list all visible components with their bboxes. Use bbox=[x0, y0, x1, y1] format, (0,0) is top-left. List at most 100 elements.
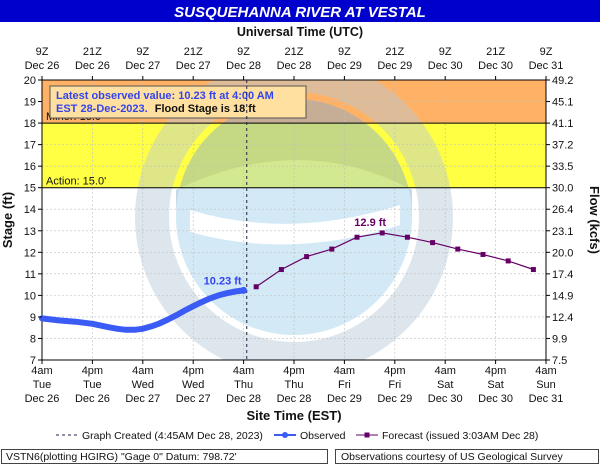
left-tick-label: 14 bbox=[24, 204, 36, 216]
bottom-tick-date: Dec 27 bbox=[176, 393, 211, 405]
left-tick-label: 17 bbox=[24, 140, 36, 152]
left-axis: 7 8 9 10 11 12 13 14 15 16 17 18 19 20 bbox=[24, 75, 42, 367]
top-tick-label: 9Z bbox=[540, 46, 553, 58]
bottom-tick-day: Thu bbox=[285, 379, 304, 391]
bottom-tick-day: Thu bbox=[234, 379, 253, 391]
top-tick-date: Dec 31 bbox=[529, 60, 564, 72]
bottom-tick-date: Dec 29 bbox=[327, 393, 362, 405]
forecast-point bbox=[530, 267, 536, 273]
right-tick-label: 49.2 bbox=[552, 75, 573, 87]
right-axis: 7.5 9.9 12.4 14.9 17.4 20.0 23.1 26.4 30.0 33.5 37… bbox=[546, 75, 573, 367]
bottom-tick-date: Dec 28 bbox=[226, 393, 261, 405]
top-tick-label: 9Z bbox=[338, 46, 351, 58]
top-axis-title: Universal Time (UTC) bbox=[237, 25, 363, 39]
right-tick-label: 37.2 bbox=[552, 140, 573, 152]
y-axis-label-left: Stage (ft) bbox=[0, 192, 15, 248]
bottom-tick-label: 4am bbox=[233, 365, 254, 377]
right-tick-label: 30.0 bbox=[552, 183, 573, 195]
bottom-tick-label: 4am bbox=[31, 365, 52, 377]
footer-right-box bbox=[335, 449, 599, 464]
top-tick-label: 9Z bbox=[36, 46, 49, 58]
series-layer bbox=[39, 230, 536, 333]
latest-value-date: EST 28-Dec-2023. bbox=[56, 103, 148, 115]
right-tick-label: 41.1 bbox=[552, 118, 573, 130]
bottom-tick-label: 4pm bbox=[283, 365, 304, 377]
bottom-tick-day: Wed bbox=[182, 379, 204, 391]
left-tick-label: 8 bbox=[30, 333, 36, 345]
left-tick-label: 7 bbox=[30, 355, 36, 367]
forecast-point bbox=[430, 240, 436, 246]
left-tick-label: 10 bbox=[24, 290, 36, 302]
observed-line bbox=[39, 287, 247, 333]
bottom-tick-label: 4pm bbox=[82, 365, 103, 377]
top-tick-label: 9Z bbox=[237, 46, 250, 58]
top-tick-label: 9Z bbox=[136, 46, 149, 58]
right-tick-label: 12.4 bbox=[552, 312, 573, 324]
top-tick-date: Dec 26 bbox=[25, 60, 60, 72]
latest-value-line1: Latest observed value: 10.23 ft at 4:00 … bbox=[56, 90, 274, 102]
right-tick-label: 14.9 bbox=[552, 290, 573, 302]
top-tick-date: Dec 28 bbox=[277, 60, 312, 72]
right-tick-label: 20.0 bbox=[552, 247, 573, 259]
top-tick-date: Dec 29 bbox=[377, 60, 412, 72]
bottom-tick-date: Dec 30 bbox=[428, 393, 463, 405]
forecast-point bbox=[304, 254, 310, 260]
top-tick-date: Dec 27 bbox=[176, 60, 211, 72]
bottom-tick-label: 4pm bbox=[182, 365, 203, 377]
threshold-label-action: Action: 15.0' bbox=[46, 176, 106, 188]
left-tick-label: 16 bbox=[24, 161, 36, 173]
x-axis-label: Site Time (EST) bbox=[246, 408, 341, 423]
bottom-tick-day: Tue bbox=[33, 379, 52, 391]
flood-stage-text: Flood Stage is 18 ft bbox=[155, 103, 256, 115]
observed-last-point bbox=[240, 286, 248, 294]
legend: Graph Created (4:45AM Dec 28, 2023) Obse… bbox=[56, 430, 538, 442]
forecast-line bbox=[255, 232, 534, 288]
bottom-tick-day: Sun bbox=[536, 379, 556, 391]
top-tick-date: Dec 30 bbox=[478, 60, 513, 72]
top-axis: 9Z Dec 26 21Z Dec 26 9Z Dec 27 21Z Dec 27 9Z Dec … bbox=[25, 46, 564, 80]
bottom-tick-date: Dec 30 bbox=[478, 393, 513, 405]
right-tick-label: 33.5 bbox=[552, 161, 573, 173]
top-tick-date: Dec 30 bbox=[428, 60, 463, 72]
right-tick-label: 23.1 bbox=[552, 226, 573, 238]
legend-created-label: Graph Created (4:45AM Dec 28, 2023) bbox=[82, 430, 263, 442]
bottom-tick-date: Dec 31 bbox=[529, 393, 564, 405]
right-tick-label: 9.9 bbox=[552, 333, 567, 345]
right-tick-label: 17.4 bbox=[552, 269, 573, 281]
top-tick-date: Dec 27 bbox=[125, 60, 160, 72]
top-tick-date: Dec 26 bbox=[75, 60, 110, 72]
top-tick-date: Dec 28 bbox=[226, 60, 261, 72]
left-tick-label: 11 bbox=[25, 269, 36, 281]
bottom-tick-label: 4am bbox=[334, 365, 355, 377]
top-tick-date: Dec 29 bbox=[327, 60, 362, 72]
left-tick-label: 13 bbox=[24, 226, 36, 238]
svg-text:EST 28-Dec-2023. Flood: EST 28-Dec-2023. Flood Stage is 18 ft bbox=[56, 103, 256, 115]
forecast-point bbox=[379, 230, 385, 236]
top-tick-label: 21Z bbox=[83, 46, 102, 58]
legend-forecast-marker bbox=[364, 432, 370, 438]
top-tick-label: 21Z bbox=[486, 46, 505, 58]
forecast-point bbox=[253, 284, 259, 290]
legend-observed-label: Observed bbox=[300, 430, 346, 442]
right-tick-label: 45.1 bbox=[552, 97, 573, 109]
forecast-point bbox=[354, 234, 360, 240]
bottom-tick-label: 4am bbox=[535, 365, 556, 377]
left-tick-label: 20 bbox=[24, 75, 36, 87]
bottom-tick-day: Sat bbox=[487, 379, 504, 391]
bottom-tick-date: Dec 29 bbox=[377, 393, 412, 405]
bottom-tick-day: Wed bbox=[132, 379, 154, 391]
y-axis-label-right: Flow (kcfs) bbox=[587, 186, 600, 254]
forecast-point bbox=[278, 267, 284, 273]
top-tick-label: 21Z bbox=[285, 46, 304, 58]
footer-left-box bbox=[1, 449, 328, 464]
forecast-point bbox=[404, 234, 410, 240]
bottom-tick-date: Dec 26 bbox=[75, 393, 110, 405]
top-tick-label: 9Z bbox=[439, 46, 452, 58]
left-tick-label: 19 bbox=[24, 97, 36, 109]
left-tick-label: 12 bbox=[24, 247, 36, 259]
bottom-tick-label: 4pm bbox=[485, 365, 506, 377]
right-tick-label: 26.4 bbox=[552, 204, 573, 216]
latest-value-box: Latest observed value: 10.23 ft at 4:00 … bbox=[49, 85, 307, 119]
